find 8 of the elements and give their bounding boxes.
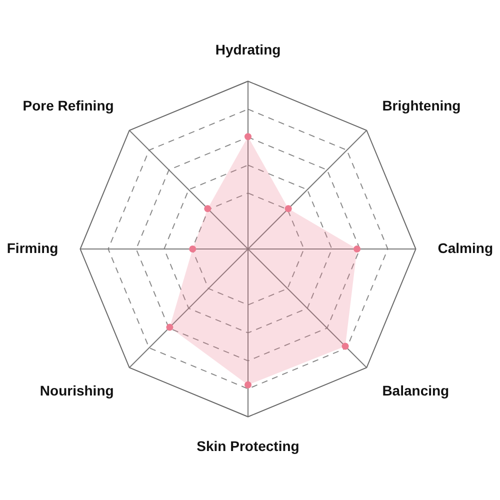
- spoke-label: Pore Refining: [22, 97, 114, 114]
- spoke-label: Skin Protecting: [196, 438, 300, 454]
- spoke-label: Hydrating: [215, 42, 281, 58]
- spoke-label: Balancing: [382, 382, 450, 398]
- spoke-label: Firming: [6, 240, 58, 256]
- spoke-label: Calming: [438, 240, 494, 256]
- spoke-label: Brightening: [382, 97, 461, 114]
- spoke-label: Nourishing: [40, 382, 114, 398]
